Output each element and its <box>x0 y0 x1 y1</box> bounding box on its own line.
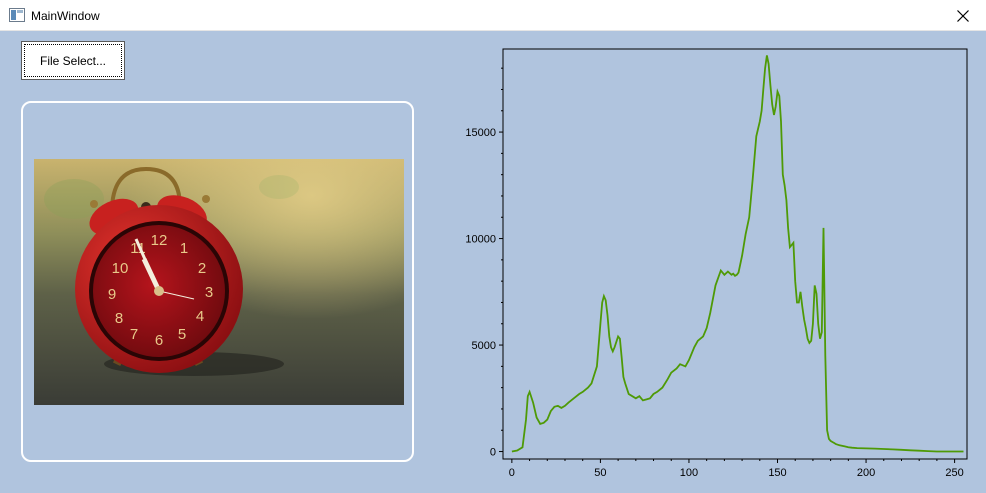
svg-text:8: 8 <box>115 310 123 327</box>
histogram-chart: 0 5000 10000 15000 0 50 100 150 200 250 <box>440 39 980 489</box>
svg-text:4: 4 <box>196 308 204 325</box>
close-button[interactable] <box>940 0 986 31</box>
x-tick-label: 50 <box>594 467 606 479</box>
x-axis: 0 50 100 150 200 250 <box>509 459 964 479</box>
window-title: MainWindow <box>31 9 100 23</box>
x-tick-label: 0 <box>509 467 515 479</box>
file-select-button[interactable]: File Select... <box>21 41 125 80</box>
image-frame: 12 1 2 3 4 5 6 7 8 9 10 11 <box>21 101 414 462</box>
y-axis: 0 5000 10000 15000 <box>465 67 503 459</box>
svg-text:5: 5 <box>178 326 186 343</box>
app-window-icon <box>9 8 25 22</box>
svg-text:9: 9 <box>108 286 116 303</box>
x-tick-label: 200 <box>857 467 875 479</box>
title-bar: MainWindow <box>0 0 986 31</box>
y-tick-label: 0 <box>490 447 496 459</box>
close-icon <box>957 9 969 22</box>
x-tick-label: 250 <box>945 467 963 479</box>
svg-text:3: 3 <box>205 284 213 301</box>
y-tick-label: 10000 <box>465 234 496 246</box>
svg-text:7: 7 <box>130 326 138 343</box>
main-content: File Select... <box>0 31 986 493</box>
x-tick-label: 100 <box>680 467 698 479</box>
histogram-series-line <box>511 55 964 453</box>
y-tick-label: 5000 <box>472 340 496 352</box>
svg-text:1: 1 <box>180 240 188 257</box>
svg-text:2: 2 <box>198 260 206 277</box>
y-tick-label: 15000 <box>465 127 496 139</box>
plot-area <box>502 48 968 460</box>
alarm-clock-photo: 12 1 2 3 4 5 6 7 8 9 10 11 <box>34 159 404 405</box>
svg-text:6: 6 <box>155 332 163 349</box>
svg-text:10: 10 <box>112 260 129 277</box>
svg-text:12: 12 <box>151 232 168 249</box>
x-tick-label: 150 <box>768 467 786 479</box>
